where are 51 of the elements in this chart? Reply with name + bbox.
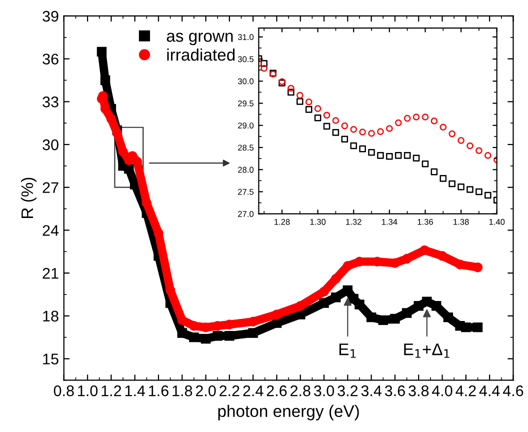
x-tick-label: 2.4 [243, 385, 264, 396]
x-tick-label: 0.8 [54, 385, 74, 396]
x-tick-label: 3.8 [408, 385, 429, 396]
y-tick-label: 36 [42, 54, 58, 65]
x-axis-title: photon energy (eV) [218, 404, 359, 420]
y-tick-label: 33 [42, 96, 58, 108]
x-tick-label: 1.38 [454, 218, 469, 225]
y-tick-label: 29.5 [238, 100, 254, 106]
y-tick-label: 29.0 [238, 122, 254, 128]
legend-label: as grown [166, 32, 233, 46]
x-tick-label: 4.0 [432, 385, 452, 396]
x-tick-label: 1.36 [418, 218, 433, 225]
y-tick-label: 30.0 [238, 78, 254, 84]
y-tick-label: 28.0 [238, 166, 254, 173]
y-tick-label: 27.0 [238, 211, 254, 217]
annotation: E$_{1}$+Δ$_{1}$ [404, 344, 450, 358]
x-tick-label: 2.0 [196, 385, 216, 396]
x-tick-label: 1.2 [102, 385, 122, 396]
x-tick-label: 1.28 [274, 218, 290, 225]
x-tick-label: 4.6 [502, 385, 524, 396]
x-tick-label: 4.2 [456, 385, 476, 396]
x-tick-label: 3.2 [338, 385, 358, 396]
x-tick-label: 1.30 [310, 218, 326, 225]
x-tick-label: 2.8 [290, 385, 310, 396]
x-tick-label: 1.0 [78, 385, 98, 396]
y-tick-label: 24 [42, 225, 59, 236]
x-tick-label: 2.2 [220, 385, 240, 396]
x-tick-label: 1.32 [346, 218, 362, 225]
x-tick-label: 3.6 [384, 385, 405, 396]
y-tick-label: 15 [43, 354, 58, 364]
x-tick-label: 1.8 [172, 385, 192, 396]
x-tick-label: 3.4 [361, 385, 382, 396]
x-tick-label: 1.4 [125, 386, 146, 396]
y-axis-title: R (%) [20, 178, 36, 218]
x-tick-label: 1.40 [489, 218, 505, 225]
legend-label: irradiated [167, 48, 235, 61]
y-tick-label: 28.5 [238, 144, 254, 151]
x-tick-label: 1.34 [382, 218, 398, 225]
y-tick-label: 27 [42, 182, 58, 193]
y-tick-label: 31.0 [238, 34, 254, 40]
y-tick-label: 30.5 [238, 56, 254, 62]
x-tick-label: 3.0 [314, 385, 334, 396]
x-tick-label: 2.6 [266, 385, 287, 396]
y-tick-label: 18 [43, 310, 58, 322]
x-tick-label: 1.6 [149, 385, 168, 396]
y-tick-label: 27.5 [238, 188, 254, 195]
x-tick-label: 4.4 [479, 386, 500, 396]
annotation: E$_{1}$ [339, 344, 356, 358]
y-tick-label: 39 [42, 10, 58, 22]
y-tick-label: 21 [42, 268, 58, 279]
y-tick-label: 30 [42, 139, 58, 150]
